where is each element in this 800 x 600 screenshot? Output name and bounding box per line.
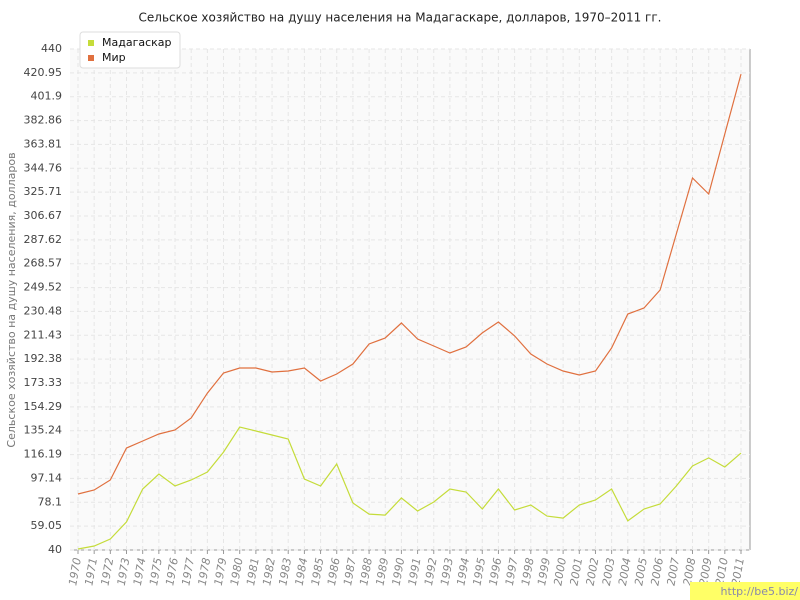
x-tick-label: 2006 <box>648 557 666 587</box>
legend: Мадагаскар Мир <box>79 31 181 69</box>
legend-label: Мир <box>102 51 126 64</box>
y-tick-label: 287.62 <box>24 233 63 246</box>
x-tick-label: 1998 <box>519 557 537 587</box>
series-line <box>77 426 742 550</box>
y-tick-label: 40 <box>48 543 62 556</box>
watermark: http://be5.biz/ <box>721 585 799 598</box>
x-tick-label: 1981 <box>244 557 262 587</box>
x-tick-label: 1985 <box>309 557 327 587</box>
x-tick-label: 1982 <box>260 557 278 587</box>
x-tick-label: 1976 <box>163 557 181 587</box>
series-line <box>77 73 742 495</box>
x-tick-label: 1986 <box>325 557 343 587</box>
y-tick-label: 268.57 <box>24 257 63 270</box>
x-tick-label: 1977 <box>179 557 197 587</box>
x-tick-label: 1997 <box>503 557 521 587</box>
x-tick-label: 1980 <box>228 557 246 587</box>
x-tick-label: 1999 <box>535 557 553 587</box>
x-tick-label: 1973 <box>115 557 133 587</box>
y-tick-label: 173.33 <box>24 376 63 389</box>
x-tick-label: 1988 <box>357 557 375 587</box>
y-tick-label: 78.1 <box>38 495 63 508</box>
y-tick-label: 154.29 <box>24 400 63 413</box>
y-tick-label: 97.14 <box>31 471 63 484</box>
y-tick-label: 420.95 <box>24 66 63 79</box>
x-tick-label: 1975 <box>147 557 165 587</box>
y-tick-label: 116.19 <box>24 448 63 461</box>
y-tick-label: 211.43 <box>24 328 63 341</box>
x-tick-label: 2011 <box>729 557 747 587</box>
y-tick-label: 59.05 <box>31 519 63 532</box>
y-tick-label: 363.81 <box>24 137 63 150</box>
x-tick-label: 2008 <box>681 557 699 587</box>
y-tick-label: 325.71 <box>24 185 63 198</box>
x-tick-label: 1989 <box>373 557 391 587</box>
x-tick-label: 1984 <box>293 557 311 587</box>
x-tick-label: 1978 <box>196 557 214 587</box>
x-tick-label: 1994 <box>454 557 472 587</box>
x-tick-label: 1983 <box>276 557 294 587</box>
x-tick-label: 1992 <box>422 557 440 587</box>
x-tick-label: 2004 <box>616 557 634 587</box>
x-tick-label: 1996 <box>487 557 505 587</box>
legend-box <box>79 31 181 69</box>
x-tick-label: 1971 <box>82 557 100 587</box>
x-tick-label: 2002 <box>584 557 602 587</box>
y-tick-label: 306.67 <box>24 209 63 222</box>
x-tick-label: 2000 <box>551 557 569 587</box>
y-axis-label: Сельское хозяйство на душу населения, до… <box>5 152 18 447</box>
y-tick-label: 344.76 <box>24 161 63 174</box>
watermark-bg <box>690 582 800 600</box>
x-tick-label: 1970 <box>66 557 84 587</box>
x-tick-label: 1991 <box>406 557 424 587</box>
legend-swatch <box>88 40 94 46</box>
legend-label: Мадагаскар <box>102 36 172 49</box>
x-tick-label: 2007 <box>665 557 683 587</box>
x-tick-label: 2003 <box>600 557 618 587</box>
y-tick-label: 249.52 <box>24 281 63 294</box>
x-tick-label: 2010 <box>713 557 731 587</box>
x-tick-label: 2009 <box>697 557 715 587</box>
x-tick-label: 1993 <box>438 557 456 587</box>
x-tick-label: 2005 <box>632 557 650 587</box>
chart-title: Сельское хозяйство на душу населения на … <box>139 11 662 25</box>
legend-swatch <box>88 55 94 61</box>
y-tick-label: 135.24 <box>24 424 63 437</box>
x-tick-label: 1990 <box>390 557 408 587</box>
y-tick-label: 192.38 <box>24 352 63 365</box>
y-tick-label: 401.9 <box>31 90 63 103</box>
x-tick-label: 1972 <box>99 557 117 587</box>
x-tick-label: 1987 <box>341 557 359 587</box>
x-tick-label: 2001 <box>568 557 586 587</box>
y-tick-label: 382.86 <box>24 114 63 127</box>
y-tick-label: 440 <box>41 42 62 55</box>
y-tick-label: 230.48 <box>24 304 63 317</box>
plot-area <box>70 49 750 550</box>
x-tick-label: 1974 <box>131 557 149 587</box>
x-tick-label: 1979 <box>212 557 230 587</box>
x-tick-label: 1995 <box>471 557 489 587</box>
